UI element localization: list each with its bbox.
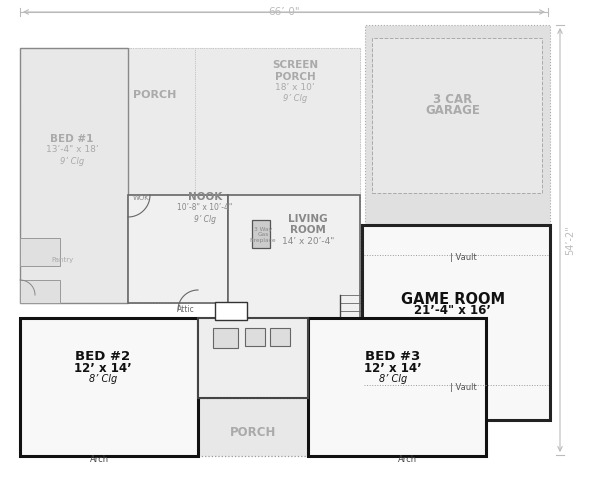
Text: GARAGE: GARAGE [425, 104, 481, 117]
Text: ROOM: ROOM [290, 225, 326, 235]
Text: PORCH: PORCH [230, 426, 276, 438]
Text: NOOK: NOOK [188, 192, 222, 202]
Text: WOK: WOK [133, 195, 149, 201]
Text: 54’-2": 54’-2" [565, 225, 575, 255]
Text: 3 Way
Gas
Fireplace: 3 Way Gas Fireplace [250, 227, 277, 244]
Bar [362, 225, 550, 420]
Bar [365, 25, 550, 225]
Text: Arch: Arch [398, 455, 418, 464]
Bar [20, 318, 198, 456]
Bar [308, 318, 486, 456]
Text: | Vault: | Vault [450, 383, 477, 392]
Bar [213, 328, 238, 348]
Text: A.C.: A.C. [223, 307, 239, 315]
Text: PORCH: PORCH [133, 90, 176, 100]
Bar [228, 195, 360, 325]
Bar [20, 280, 60, 303]
Bar [215, 302, 247, 320]
Text: 9’ Clg: 9’ Clg [283, 94, 307, 103]
Text: PORCH: PORCH [275, 71, 316, 81]
Text: 9’ Clg: 9’ Clg [194, 214, 216, 224]
Text: 9’ Clg: 9’ Clg [60, 157, 84, 166]
Text: 14’ x 20’-4": 14’ x 20’-4" [282, 237, 334, 246]
Text: BED #2: BED #2 [76, 351, 131, 364]
Text: LIVING: LIVING [288, 214, 328, 224]
Bar [270, 328, 290, 346]
Bar [20, 48, 360, 303]
Bar [372, 38, 542, 193]
Bar [245, 328, 265, 346]
Text: 8’ Clg: 8’ Clg [379, 374, 407, 384]
Bar [195, 48, 360, 198]
Text: 13’-4" x 18’: 13’-4" x 18’ [46, 145, 98, 154]
Bar [198, 318, 308, 398]
Text: 66’-0": 66’-0" [268, 7, 300, 17]
Text: | Vault: | Vault [450, 252, 477, 261]
Text: 10’-8" x 10’-4": 10’-8" x 10’-4" [178, 203, 233, 212]
Text: 21’-4" x 16’: 21’-4" x 16’ [415, 304, 491, 317]
Text: 3 CAR: 3 CAR [433, 93, 473, 106]
Bar [198, 398, 308, 456]
Text: 12’ x 14’: 12’ x 14’ [74, 362, 132, 374]
Text: SCREEN: SCREEN [272, 61, 318, 70]
Text: 8’ Clg: 8’ Clg [89, 374, 117, 384]
Text: Pantry: Pantry [51, 257, 73, 263]
Bar [252, 220, 270, 248]
Bar [20, 48, 128, 303]
Text: Attic: Attic [177, 305, 195, 313]
Bar [20, 48, 195, 198]
Bar [20, 238, 60, 266]
Bar [128, 195, 228, 303]
Text: 12’ x 14’: 12’ x 14’ [364, 362, 422, 374]
Text: GAME ROOM: GAME ROOM [401, 292, 505, 307]
Text: 18’ x 10’: 18’ x 10’ [275, 83, 315, 92]
Text: BED #3: BED #3 [365, 351, 421, 364]
Text: BED #1: BED #1 [50, 134, 94, 144]
Text: Arch: Arch [91, 455, 110, 464]
